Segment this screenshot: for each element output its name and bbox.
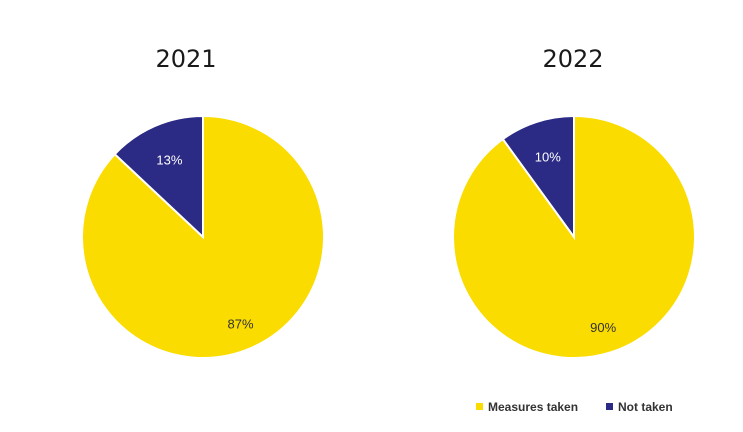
pie-chart-2022: 2022 90% 10% bbox=[452, 45, 696, 359]
pie-label-2021-measures-taken: 87% bbox=[227, 317, 253, 332]
pie-title-2022: 2022 bbox=[542, 45, 603, 73]
pie-slice-2022-not-taken bbox=[501, 114, 575, 241]
pie-label-2021-not-taken: 13% bbox=[156, 152, 182, 167]
legend: Measures taken Not taken bbox=[476, 400, 673, 414]
legend-label-not-taken: Not taken bbox=[618, 400, 673, 414]
pie-slice-2021-not-taken bbox=[113, 114, 204, 240]
pie-2021-slices bbox=[80, 114, 325, 359]
pie-2022-slices bbox=[452, 114, 696, 359]
legend-item-measures-taken: Measures taken bbox=[476, 400, 578, 414]
legend-swatch-measures-taken bbox=[476, 403, 483, 410]
pie-2022-labels: 90% 10% bbox=[535, 149, 617, 334]
pie-label-2022-not-taken: 10% bbox=[535, 149, 561, 164]
legend-swatch-not-taken bbox=[606, 403, 613, 410]
pie-label-2022-measures-taken: 90% bbox=[590, 320, 616, 335]
pie-chart-2021: 2021 87% 13% bbox=[80, 45, 325, 359]
pie-title-2021: 2021 bbox=[155, 45, 216, 73]
pie-2021-labels: 87% 13% bbox=[156, 152, 254, 331]
legend-item-not-taken: Not taken bbox=[606, 400, 673, 414]
legend-label-measures-taken: Measures taken bbox=[488, 400, 578, 414]
